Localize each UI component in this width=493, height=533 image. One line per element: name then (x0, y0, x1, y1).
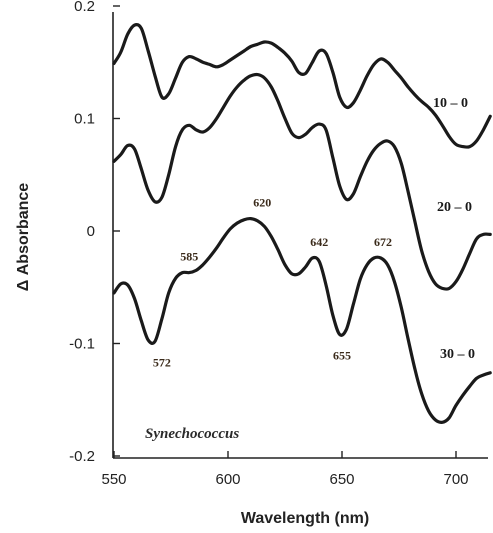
peak-label: 620 (253, 196, 271, 210)
y-tick-label: -0.2 (69, 448, 95, 465)
x-tick-label: 600 (215, 471, 240, 488)
series-labels: 10 – 0 20 – 0 30 – 0 (433, 96, 475, 362)
x-tick-label: 650 (329, 471, 354, 488)
peak-label: 585 (180, 250, 198, 264)
peak-label: 642 (310, 235, 328, 249)
axes (112, 12, 488, 459)
x-tick-label: 550 (101, 471, 126, 488)
peak-label: 572 (153, 355, 171, 369)
y-tick-label: -0.1 (69, 336, 95, 353)
y-tick-label: 0 (87, 223, 95, 240)
y-axis-title: Δ Absorbance (15, 183, 32, 292)
series-line (112, 23, 492, 149)
species-annotation: Synechococcus (145, 426, 239, 442)
ticks: 0.2 0.1 0 -0.1 -0.2 550 600 650 700 (69, 0, 468, 488)
peak-labels: 572 585 620 642 655 672 (153, 196, 392, 370)
peak-label: 672 (374, 235, 392, 249)
y-tick-label: 0.1 (74, 111, 95, 128)
y-tick-label: 0.2 (74, 0, 95, 15)
series-label: 10 – 0 (433, 96, 468, 111)
x-tick-label: 700 (443, 471, 468, 488)
series-label: 20 – 0 (437, 200, 472, 215)
series-line (112, 216, 492, 424)
peak-label: 655 (333, 349, 351, 363)
series-label: 30 – 0 (440, 347, 475, 362)
series-curves (112, 23, 492, 424)
x-axis-title: Wavelength (nm) (241, 510, 369, 527)
series-line (112, 72, 492, 291)
